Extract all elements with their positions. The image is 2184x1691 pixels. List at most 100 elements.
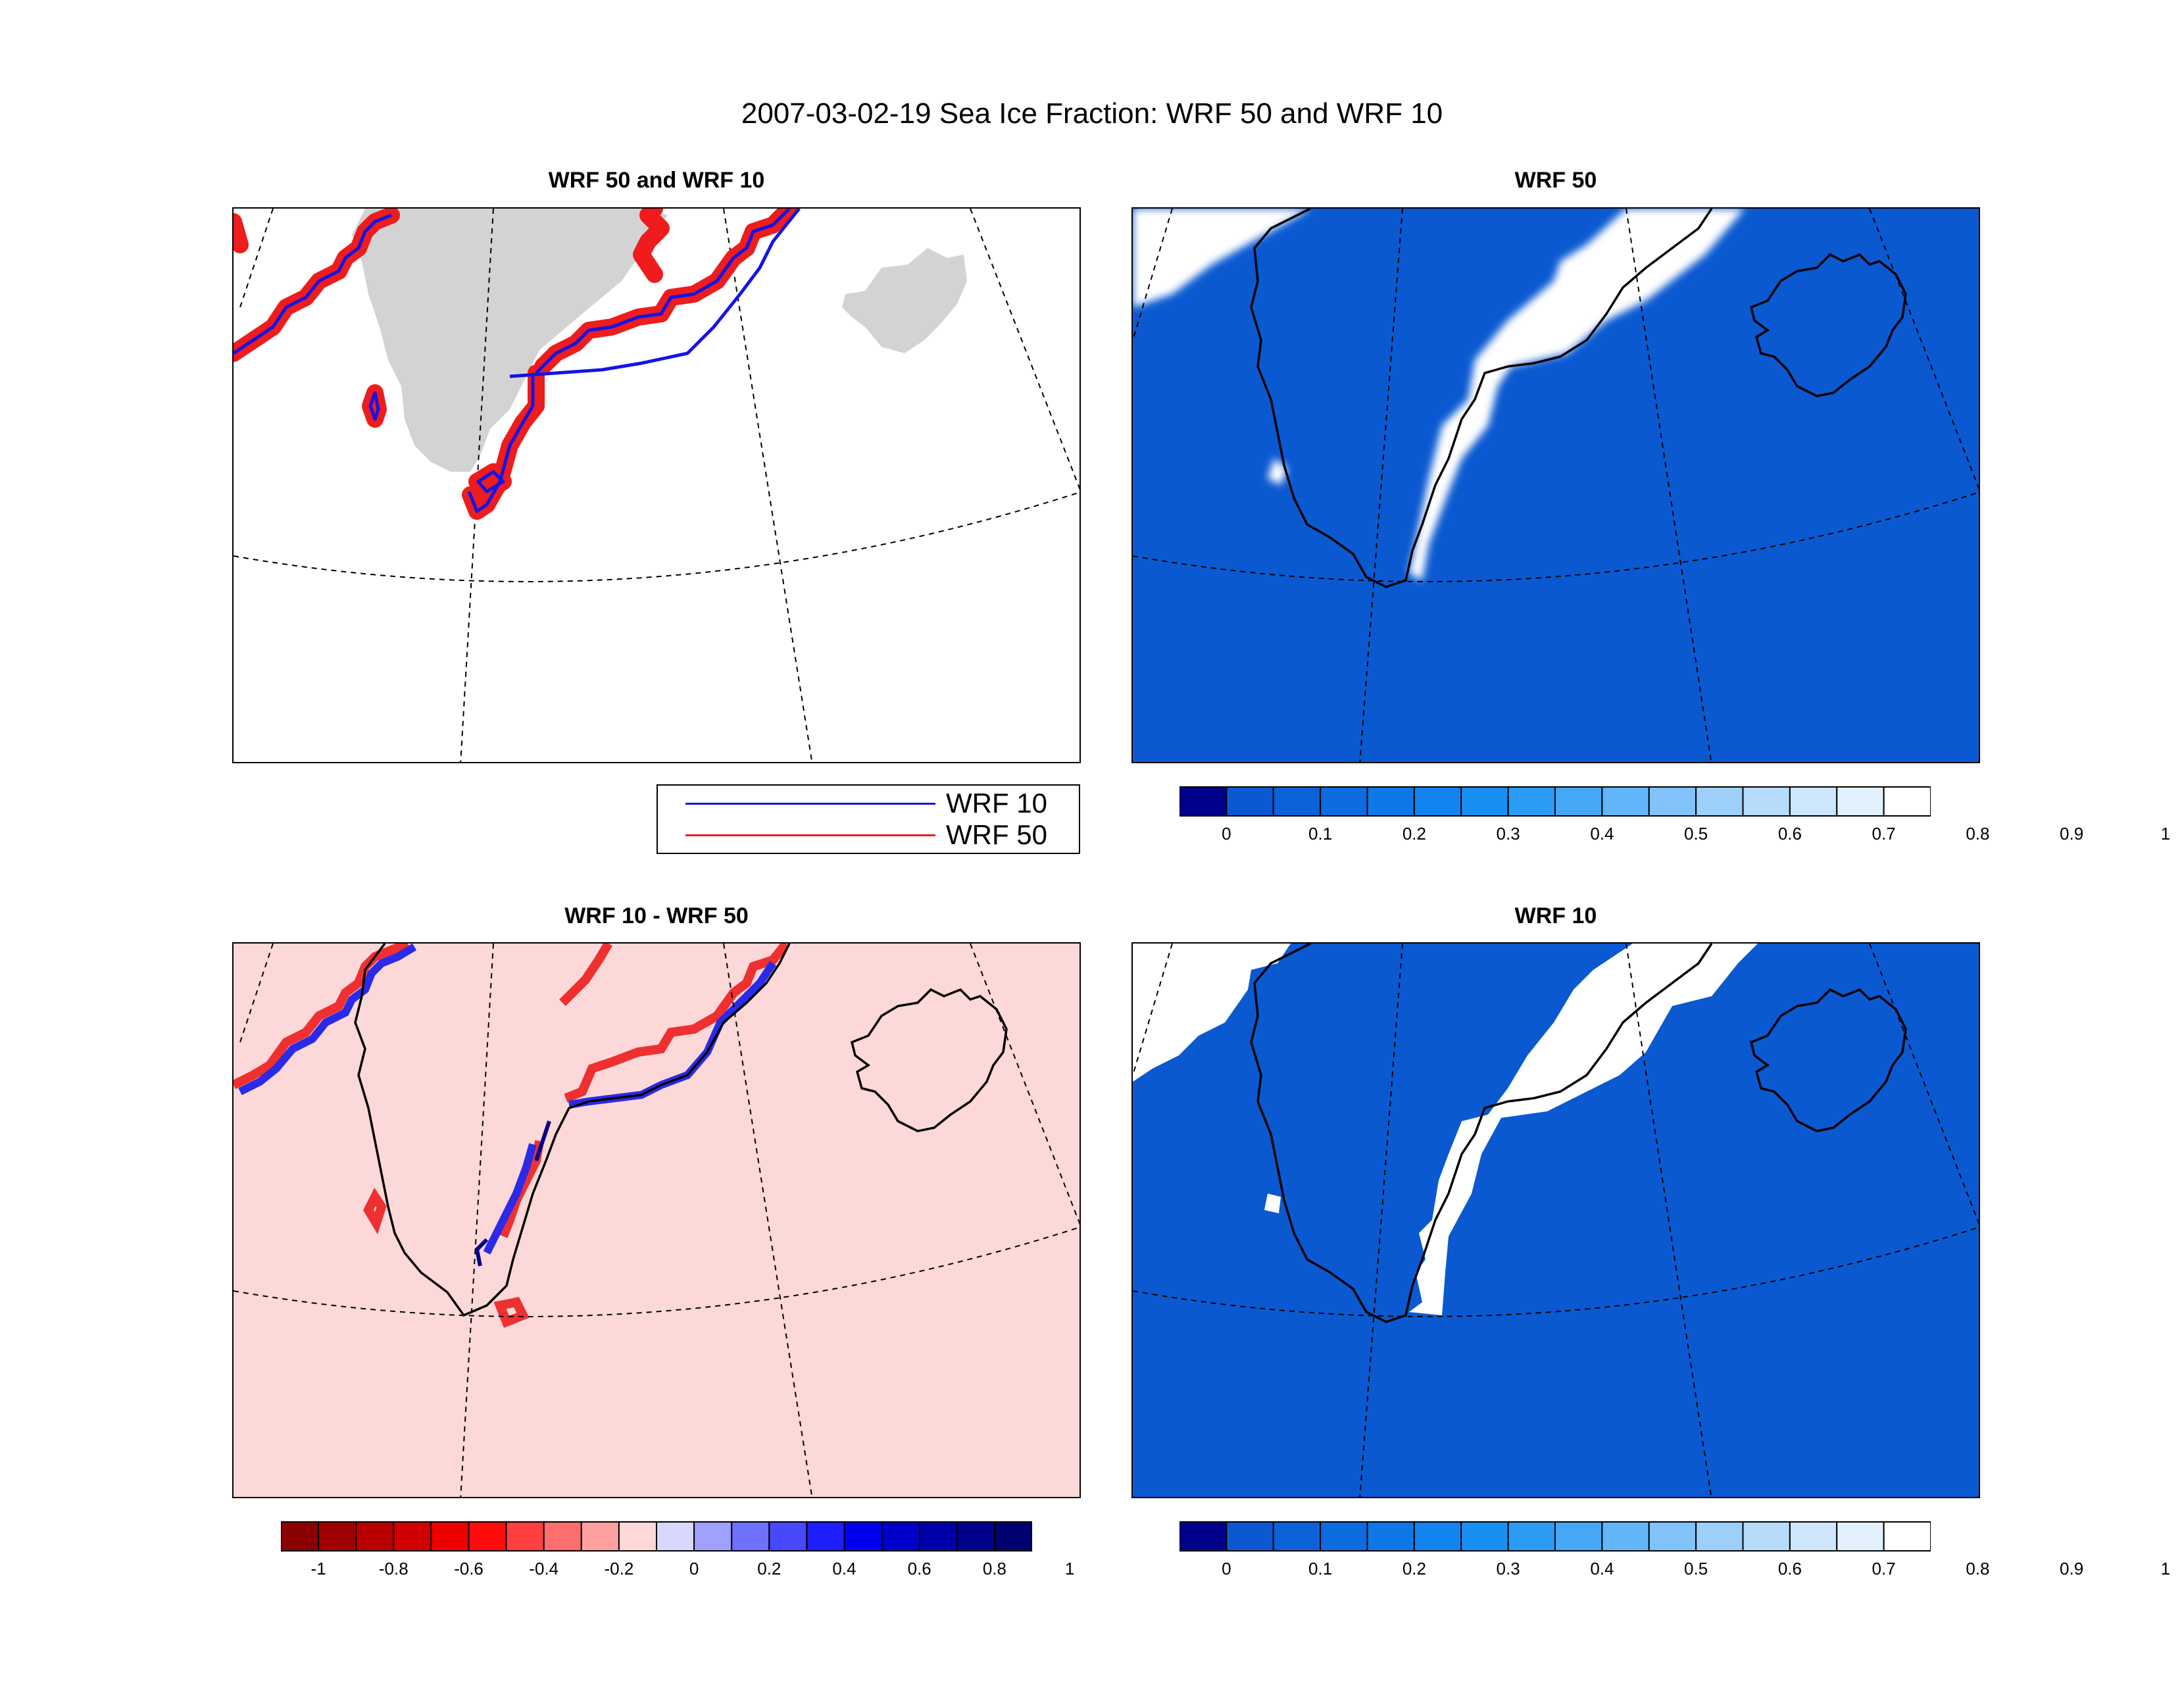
iceland-coastline bbox=[1749, 988, 1907, 1132]
legend-line-wrf50 bbox=[685, 834, 935, 836]
colorbar-swatch bbox=[1601, 1521, 1650, 1552]
colorbar-swatch bbox=[1272, 1521, 1322, 1552]
colorbar-swatch bbox=[1179, 1521, 1228, 1552]
colorbar-swatch bbox=[1226, 1521, 1274, 1552]
colorbar-swatch bbox=[1460, 1521, 1509, 1552]
colorbar-swatch bbox=[1366, 1521, 1415, 1552]
colorbar-difference-ticks: -1 -0.8 -0.6 -0.4 -0.2 0 0.2 0.4 0.6 0.8 1 bbox=[281, 1559, 1075, 1582]
colorbar-swatch bbox=[806, 1521, 845, 1552]
colorbar-swatch bbox=[1272, 786, 1322, 817]
colorbar-swatch bbox=[768, 1521, 808, 1552]
map-panel-difference bbox=[232, 942, 1081, 1498]
colorbar-tick-label: -0.8 bbox=[378, 1559, 409, 1578]
colorbar-swatch bbox=[1742, 786, 1791, 817]
colorbar-swatch bbox=[1648, 786, 1697, 817]
colorbar-wrf50-swatches bbox=[1179, 786, 1931, 817]
colorbar-tick-label: 0 bbox=[1222, 1559, 1231, 1578]
colorbar-swatch bbox=[468, 1521, 507, 1552]
colorbar-swatch bbox=[1554, 786, 1603, 817]
iceland-coastline bbox=[1749, 253, 1907, 397]
line-legend: WRF 10 WRF 50 bbox=[657, 784, 1080, 854]
colorbar-tick-label: 0.1 bbox=[1308, 824, 1333, 844]
colorbar-tick-label: 0.7 bbox=[1872, 824, 1896, 844]
figure-title: 2007-03-02-19 Sea Ice Fraction: WRF 50 a… bbox=[741, 97, 1443, 130]
colorbar-wrf10-swatches bbox=[1179, 1521, 1931, 1552]
iceland-coastline bbox=[850, 988, 1008, 1132]
colorbar-swatch bbox=[1226, 786, 1274, 817]
colorbar-swatch bbox=[1460, 786, 1509, 817]
colorbar-swatch bbox=[693, 1521, 733, 1552]
colorbar-tick-label: -0.2 bbox=[604, 1559, 634, 1578]
colorbar-tick-label: 0.2 bbox=[757, 1559, 782, 1578]
colorbar-tick-label: 0.4 bbox=[1590, 1559, 1614, 1578]
colorbar-tick-label: 0.8 bbox=[982, 1559, 1006, 1578]
colorbar-swatch bbox=[1554, 1521, 1603, 1552]
colorbar-tick-label: 0.8 bbox=[1966, 824, 1990, 844]
colorbar-swatch bbox=[1179, 786, 1228, 817]
colorbar-tick-label: 0 bbox=[689, 1559, 699, 1578]
colorbar-swatch bbox=[1601, 786, 1650, 817]
colorbar-tick-label: 0.4 bbox=[1590, 824, 1614, 844]
colorbar-swatch bbox=[993, 1521, 1032, 1552]
panel-title-top-right: WRF 50 bbox=[1514, 168, 1597, 193]
iceland-land bbox=[842, 248, 967, 353]
wrf10-map bbox=[1133, 944, 1979, 1497]
colorbar-swatch bbox=[1366, 786, 1415, 817]
colorbar-tick-label: 1 bbox=[1064, 1559, 1075, 1578]
colorbar-tick-label: 0.9 bbox=[2060, 824, 2084, 844]
colorbar-swatch bbox=[1320, 1521, 1368, 1552]
map-panel-wrf10 bbox=[1131, 942, 1980, 1498]
colorbar-swatch bbox=[1695, 1521, 1744, 1552]
legend-label-wrf10: WRF 10 bbox=[946, 788, 1048, 819]
colorbar-tick-label: 0.2 bbox=[1402, 824, 1426, 844]
colorbar-swatch bbox=[580, 1521, 620, 1552]
colorbar-swatch bbox=[1648, 1521, 1697, 1552]
colorbar-swatch bbox=[1413, 786, 1462, 817]
panel-title-top-left: WRF 50 and WRF 10 bbox=[548, 168, 765, 193]
panel-title-bottom-left: WRF 10 - WRF 50 bbox=[564, 903, 749, 928]
colorbar-tick-label: -0.4 bbox=[529, 1559, 559, 1578]
colorbar-swatch bbox=[393, 1521, 432, 1552]
colorbar-tick-label: 1 bbox=[2160, 824, 2171, 844]
colorbar-wrf50 bbox=[1179, 786, 1931, 817]
ice-region-west bbox=[1133, 944, 1291, 1082]
colorbar-swatch bbox=[881, 1521, 920, 1552]
map-panel-wrf50 bbox=[1131, 207, 1980, 763]
colorbar-swatch bbox=[1883, 1521, 1931, 1552]
colorbar-tick-label: 0 bbox=[1222, 824, 1231, 844]
colorbar-swatch bbox=[1507, 786, 1556, 817]
colorbar-tick-label: 0.3 bbox=[1496, 824, 1520, 844]
colorbar-swatch bbox=[1883, 786, 1931, 817]
legend-entry-wrf50: WRF 50 bbox=[684, 819, 1072, 851]
colorbar-swatch bbox=[1507, 1521, 1556, 1552]
colorbar-swatch bbox=[505, 1521, 545, 1552]
greenland-land bbox=[352, 209, 668, 472]
colorbar-tick-label: 0.2 bbox=[1402, 1559, 1426, 1578]
colorbar-swatch bbox=[1789, 786, 1838, 817]
colorbar-swatch bbox=[656, 1521, 695, 1552]
greenland-coastline bbox=[354, 944, 791, 1317]
colorbar-tick-label: 0.6 bbox=[1777, 824, 1802, 844]
colorbar-swatch bbox=[1320, 786, 1368, 817]
colorbar-tick-label: 0.3 bbox=[1496, 1559, 1520, 1578]
colorbar-swatch bbox=[430, 1521, 470, 1552]
colorbar-tick-label: 0.1 bbox=[1308, 1559, 1333, 1578]
legend-line-wrf10 bbox=[685, 803, 935, 805]
colorbar-swatch bbox=[1742, 1521, 1791, 1552]
colorbar-difference bbox=[281, 1521, 1032, 1552]
map-panel-contours bbox=[232, 207, 1081, 763]
colorbar-wrf10 bbox=[1179, 1521, 1931, 1552]
colorbar-tick-label: 0.5 bbox=[1684, 1559, 1708, 1578]
ice-region-strait bbox=[1409, 944, 1758, 1315]
colorbar-swatch bbox=[318, 1521, 357, 1552]
difference-map bbox=[234, 944, 1080, 1497]
colorbar-swatch bbox=[543, 1521, 582, 1552]
colorbar-swatch bbox=[918, 1521, 958, 1552]
colorbar-swatch bbox=[1413, 1521, 1462, 1552]
colorbar-swatch bbox=[843, 1521, 883, 1552]
colorbar-tick-label: -0.6 bbox=[454, 1559, 484, 1578]
colorbar-tick-label: 0.8 bbox=[1966, 1559, 1990, 1578]
colorbar-swatch bbox=[1789, 1521, 1838, 1552]
colorbar-tick-label: -1 bbox=[310, 1559, 326, 1578]
colorbar-tick-label: 0.6 bbox=[1777, 1559, 1802, 1578]
